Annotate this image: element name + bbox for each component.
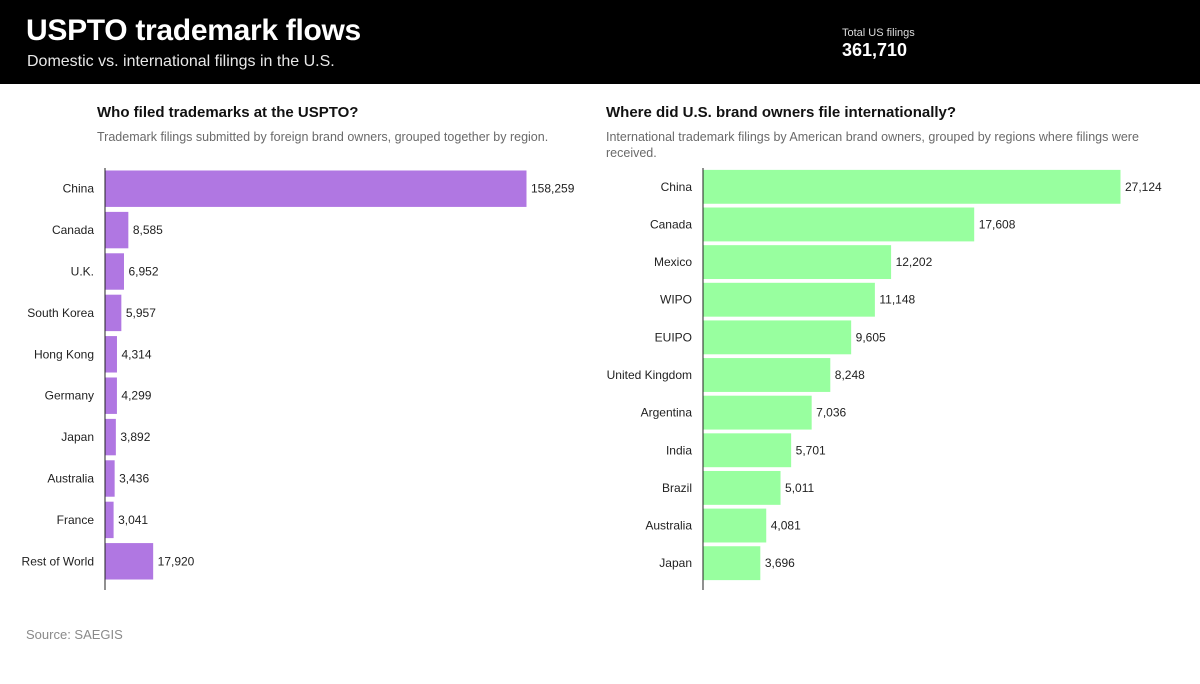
left-bar-rest-of-world (105, 543, 154, 580)
right-bar-china (703, 169, 1121, 204)
left-value-label: 4,299 (121, 389, 151, 403)
left-value-label: 17,920 (158, 554, 195, 568)
page-title: USPTO trademark flows (26, 14, 361, 47)
right-value-label: 5,011 (785, 481, 814, 495)
left-category-label: China (63, 182, 95, 196)
left-value-label: 5,957 (126, 306, 156, 320)
left-category-label: Japan (61, 430, 94, 444)
right-panel-header: Where did U.S. brand owners file interna… (606, 104, 1166, 161)
left-bar-france (105, 501, 114, 539)
kpi-value: 361,710 (842, 40, 908, 60)
left-bar-south-korea (105, 294, 122, 332)
left-category-label: Germany (45, 389, 94, 403)
left-category-label: Hong Kong (34, 347, 94, 361)
right-value-label: 5,701 (796, 443, 826, 457)
page-subtitle: Domestic vs. international filings in th… (27, 53, 335, 70)
right-bar-mexico (703, 245, 892, 280)
right-category-label: EUIPO (655, 330, 692, 344)
right-bar-india (703, 433, 792, 468)
right-category-label: China (661, 180, 693, 194)
right-value-label: 8,248 (835, 368, 865, 382)
right-value-label: 4,081 (771, 519, 801, 533)
left-category-label: Rest of World (22, 554, 94, 568)
left-category-label: Australia (47, 472, 94, 486)
right-category-label: Brazil (662, 481, 692, 495)
left-value-label: 158,259 (531, 182, 575, 196)
left-category-label: South Korea (27, 306, 94, 320)
right-bar-canada (703, 207, 975, 242)
header: USPTO trademark flows Domestic vs. inter… (0, 0, 1200, 84)
right-chart-subtitle: International trademark filings by Ameri… (606, 130, 1139, 160)
right-bar-euipo (703, 320, 852, 355)
right-category-label: WIPO (660, 293, 692, 307)
right-value-label: 3,696 (765, 556, 795, 570)
right-bar-united-kingdom (703, 358, 831, 392)
left-bar-germany (105, 377, 117, 414)
right-category-label: United Kingdom (607, 368, 692, 382)
right-category-label: Mexico (654, 255, 692, 269)
total-filings-kpi: Total US filings 361,710 (842, 27, 915, 61)
left-chart-subtitle: Trademark filings submitted by foreign b… (97, 130, 549, 144)
left-value-label: 4,314 (121, 347, 151, 361)
left-bar-hong-kong (105, 336, 117, 373)
right-bar-argentina (703, 395, 812, 430)
left-bar-canada (105, 211, 129, 249)
right-category-label: Japan (659, 556, 692, 570)
right-bar-wipo (703, 282, 875, 317)
right-category-label: Argentina (641, 406, 693, 420)
foreign-filings-bar-chart: China 158,259 Canada 8,585 U.K. 6,952 South Ko… (22, 168, 575, 590)
right-value-label: 11,148 (879, 293, 915, 307)
left-value-label: 3,041 (118, 513, 148, 527)
left-bar-china (105, 170, 527, 207)
kpi-label: Total US filings (842, 27, 915, 39)
right-chart-title: Where did U.S. brand owners file interna… (606, 104, 957, 121)
left-value-label: 3,436 (119, 472, 149, 486)
right-bar-australia (703, 508, 767, 543)
left-bar-japan (105, 418, 116, 456)
right-category-label: Australia (645, 519, 692, 533)
right-value-label: 17,608 (979, 217, 1016, 231)
left-bar-australia (105, 460, 115, 497)
right-value-label: 12,202 (896, 255, 933, 269)
right-value-label: 27,124 (1125, 180, 1162, 194)
left-panel-header: Who filed trademarks at the USPTO? Trade… (97, 104, 577, 145)
left-value-label: 8,585 (133, 223, 163, 237)
right-value-label: 9,605 (856, 330, 886, 344)
left-category-label: France (57, 513, 95, 527)
left-category-label: Canada (52, 223, 94, 237)
left-value-label: 6,952 (128, 265, 158, 279)
right-category-label: India (666, 443, 692, 457)
left-value-label: 3,892 (120, 430, 150, 444)
right-bar-brazil (703, 470, 781, 505)
left-chart-title: Who filed trademarks at the USPTO? (97, 104, 359, 121)
left-category-label: U.K. (71, 265, 94, 279)
right-category-label: Canada (650, 217, 692, 231)
source-note: Source: SAEGIS (26, 627, 123, 642)
us-international-filings-bar-chart: China 27,124 Canada 17,608 Mexico 12,202 WIPO 1… (607, 168, 1162, 590)
right-bar-japan (703, 546, 761, 581)
right-value-label: 7,036 (816, 406, 846, 420)
left-bar-u-k (105, 253, 124, 290)
